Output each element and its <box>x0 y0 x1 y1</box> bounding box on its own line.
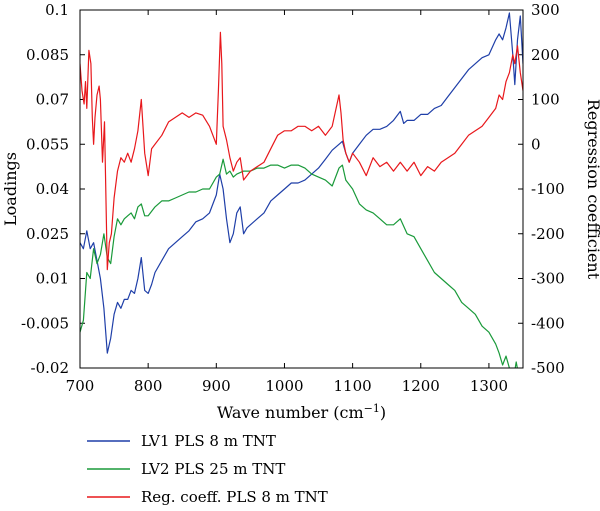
x-tick-label: 1200 <box>402 377 440 395</box>
legend-label: LV1 PLS 8 m TNT <box>141 432 276 450</box>
y-left-tick-label: 0.025 <box>26 225 69 243</box>
x-axis-title: Wave number (cm−1) <box>217 402 386 423</box>
x-tick-label: 800 <box>134 377 163 395</box>
legend-label: Reg. coeff. PLS 8 m TNT <box>141 488 328 506</box>
y-left-tick-label: -0.02 <box>31 359 69 377</box>
plot-area <box>80 12 523 368</box>
y-right-tick-label: 300 <box>531 1 560 19</box>
x-axis-title-main: Wave number (cm <box>217 403 364 422</box>
x-axis-title-close: ) <box>380 403 386 422</box>
y-axis-left-title: Loadings <box>1 152 20 226</box>
x-tick-label: 1000 <box>265 377 303 395</box>
series-layer <box>80 12 523 368</box>
y-left-tick-label: 0.085 <box>26 46 69 64</box>
y-left-tick-label: 0.1 <box>45 1 69 19</box>
series-line-lv2-pls-25-m-tnt <box>80 158 523 368</box>
y-left-tick-label: 0.01 <box>36 270 69 288</box>
series-line-reg-coeff-pls-8-m-tnt <box>80 31 523 271</box>
legend-item: LV2 PLS 25 m TNT <box>87 460 285 478</box>
y-left-tick-label: -0.005 <box>21 314 69 332</box>
y-right-tick-label: 0 <box>531 135 541 153</box>
y-right-tick-label: -500 <box>531 359 565 377</box>
y-left-tick-label: 0.055 <box>26 135 69 153</box>
legend-item: Reg. coeff. PLS 8 m TNT <box>87 488 328 506</box>
y-right-tick-label: -300 <box>531 270 565 288</box>
x-axis-title-sup: −1 <box>364 402 380 415</box>
x-tick-label: 700 <box>66 377 95 395</box>
legend-item: LV1 PLS 8 m TNT <box>87 432 276 450</box>
x-tick-label: 1100 <box>334 377 372 395</box>
tick-layer: 700 800 900 1000 1100 1200 1300-0.02-0.0050.01… <box>21 1 565 395</box>
x-tick-label: 900 <box>202 377 231 395</box>
y-right-tick-label: -400 <box>531 314 565 332</box>
y-axis-right-title: Regression coefficient <box>584 99 600 280</box>
y-right-tick-label: 100 <box>531 91 560 109</box>
y-right-tick-label: -200 <box>531 225 565 243</box>
legend-label: LV2 PLS 25 m TNT <box>141 460 285 478</box>
y-left-tick-label: 0.07 <box>36 91 69 109</box>
y-left-tick-label: 0.04 <box>36 180 69 198</box>
y-right-tick-label: -100 <box>531 180 565 198</box>
series-line-lv1-pls-8-m-tnt <box>80 12 523 354</box>
plot-frame <box>79 9 524 369</box>
x-tick-label: 1300 <box>470 377 508 395</box>
legend: LV1 PLS 8 m TNT LV2 PLS 25 m TNT Reg. coef… <box>87 432 328 506</box>
y-right-tick-label: 200 <box>531 46 560 64</box>
